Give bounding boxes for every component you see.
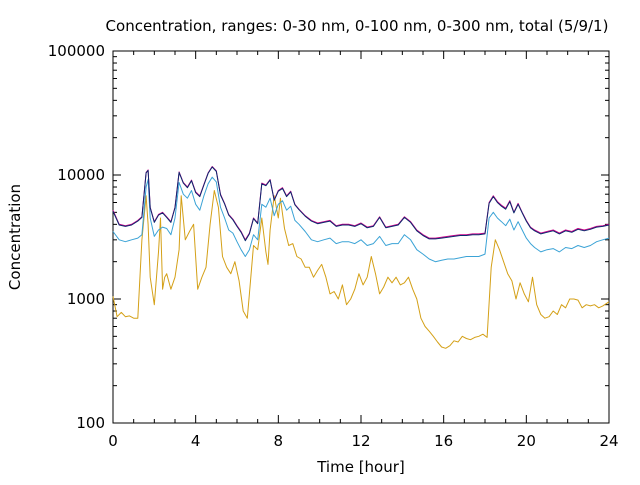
x-tick-label: 4 (191, 432, 201, 450)
series-line-total (112, 166, 610, 242)
x-tick-label: 20 (517, 432, 536, 450)
y-tick-label: 10000 (57, 166, 105, 184)
y-axis: 100 1000 10000 100000 (48, 42, 609, 432)
x-tick-label: 24 (599, 432, 618, 450)
y-tick-label: 100 (76, 414, 105, 432)
x-axis: 0 4 8 12 16 20 24 (108, 51, 619, 450)
x-tick-label: 0 (108, 432, 118, 450)
x-tick-label: 8 (274, 432, 284, 450)
x-axis-label: Time [hour] (316, 458, 405, 476)
y-tick-label: 100000 (48, 42, 105, 60)
y-axis-label: Concentration (6, 184, 24, 290)
chart-title: Concentration, ranges: 0-30 nm, 0-100 nm… (106, 17, 609, 35)
series-line-0-300nm (112, 166, 610, 241)
x-tick-label: 12 (351, 432, 370, 450)
series-line-0-100nm (112, 176, 610, 263)
y-tick-label: 1000 (67, 290, 105, 308)
series-layer (112, 166, 610, 349)
x-tick-label: 16 (434, 432, 453, 450)
series-line-0-30nm (112, 190, 610, 349)
plot-frame (112, 50, 610, 424)
